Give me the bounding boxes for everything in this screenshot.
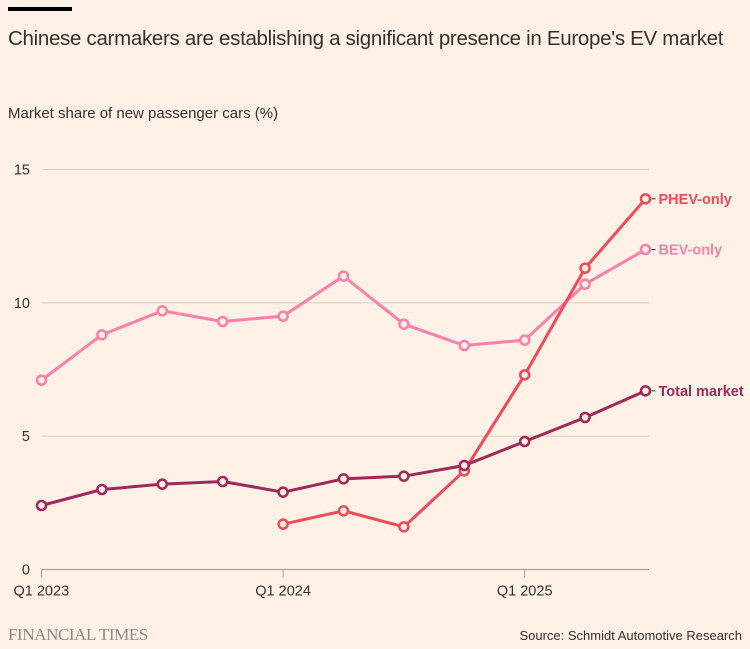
chart-title: Chinese carmakers are establishing a sig… bbox=[8, 27, 724, 50]
series-label-bev-only: BEV-only bbox=[659, 243, 723, 259]
data-point-bev-only bbox=[337, 270, 350, 282]
series-line-phev-only bbox=[282, 197, 647, 529]
data-point-total-market bbox=[216, 475, 229, 488]
series-label-total-market: Total market bbox=[659, 384, 744, 400]
x-tick-label: Q1 2024 bbox=[255, 584, 311, 600]
source-note: Source: Schmidt Automotive Research bbox=[519, 628, 742, 643]
data-point-phev-only bbox=[277, 518, 289, 530]
series-group bbox=[35, 193, 652, 533]
ft-top-bar bbox=[8, 7, 72, 11]
data-point-total-market bbox=[579, 411, 591, 424]
y-axis: 0 5 10 15 bbox=[14, 163, 30, 579]
line-chart: 0 5 10 15 Q1 2023 Q1 2024 Q1 2025 BEV-only PHE… bbox=[14, 163, 744, 600]
y-tick-label: 10 bbox=[14, 296, 30, 312]
x-tick-label: Q1 2023 bbox=[14, 584, 70, 600]
series-line-total-market bbox=[41, 389, 647, 507]
data-point-total-market bbox=[337, 473, 350, 485]
data-point-bev-only bbox=[639, 243, 652, 256]
data-point-bev-only bbox=[458, 339, 471, 352]
series-labels: BEV-only PHEV-only Total market bbox=[651, 192, 744, 400]
data-point-bev-only bbox=[277, 310, 289, 322]
series-label-phev-only: PHEV-only bbox=[659, 192, 732, 208]
chart-subtitle: Market share of new passenger cars (%) bbox=[8, 105, 279, 122]
gridlines bbox=[41, 169, 649, 571]
data-point-bev-only bbox=[35, 374, 48, 386]
data-point-total-market bbox=[35, 499, 48, 512]
data-point-bev-only bbox=[518, 334, 531, 346]
y-tick-label: 0 bbox=[22, 563, 30, 579]
data-point-total-market bbox=[398, 470, 410, 482]
data-point-total-market bbox=[458, 459, 471, 472]
ft-logo: FINANCIAL TIMES bbox=[8, 625, 148, 644]
data-point-bev-only bbox=[216, 315, 229, 328]
y-tick-label: 15 bbox=[14, 163, 30, 179]
x-tick-label: Q1 2025 bbox=[497, 584, 553, 600]
data-point-bev-only bbox=[579, 278, 591, 290]
data-point-phev-only bbox=[579, 262, 591, 274]
data-point-total-market bbox=[156, 478, 169, 490]
data-point-total-market bbox=[277, 486, 289, 498]
data-point-phev-only bbox=[639, 193, 652, 205]
data-point-total-market bbox=[96, 483, 108, 496]
y-tick-label: 5 bbox=[22, 429, 30, 445]
data-point-bev-only bbox=[96, 329, 108, 341]
series-line-bev-only bbox=[40, 248, 647, 382]
x-axis: Q1 2023 Q1 2024 Q1 2025 bbox=[14, 569, 553, 600]
data-point-total-market bbox=[518, 435, 531, 448]
data-point-phev-only bbox=[518, 369, 531, 381]
data-point-total-market bbox=[639, 385, 652, 397]
data-point-phev-only bbox=[398, 521, 410, 533]
data-point-phev-only bbox=[337, 505, 350, 517]
data-point-bev-only bbox=[156, 305, 169, 317]
data-point-bev-only bbox=[398, 318, 410, 330]
